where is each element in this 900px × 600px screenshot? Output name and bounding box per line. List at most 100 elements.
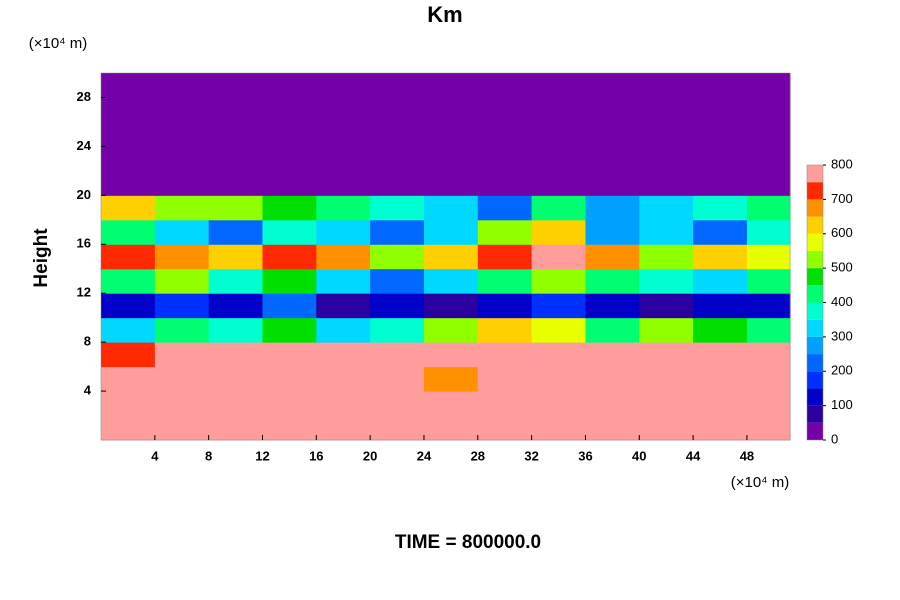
cell [639,73,694,98]
colorbar-tick-label: 600 [831,225,853,240]
cell [531,146,586,172]
cell [316,366,371,392]
cell [262,415,317,441]
cell [531,195,586,221]
cell [316,317,371,343]
cell [316,195,371,221]
cell [370,97,425,123]
cell [746,366,791,392]
cell [370,366,425,392]
colorbar-band [807,302,823,320]
cell [639,317,694,343]
cell [101,195,156,221]
cell [585,121,640,147]
cell [531,170,586,196]
x-tick-label: 20 [363,448,377,463]
y-tick-label: 16 [77,236,91,251]
cell [154,415,210,441]
cell [316,342,371,368]
colorbar-band [807,199,823,217]
cell [477,268,533,294]
x-tick-label: 24 [417,448,432,463]
y-tick-label: 4 [84,383,92,398]
cell [370,293,425,319]
cell [531,293,586,319]
cell [208,146,263,172]
cell [746,73,791,98]
cell [208,244,263,270]
cell [262,170,317,196]
cell [477,366,533,392]
cell [531,391,586,417]
cell [639,244,694,270]
cell [316,73,371,98]
colorbar-tick-label: 0 [831,431,838,446]
cell [639,97,694,123]
cell [101,73,156,98]
cell [639,366,694,392]
cell [316,415,371,441]
chart-title: Km [427,2,462,27]
cell [746,268,791,294]
cell [585,170,640,196]
cell [316,391,371,417]
cell [639,219,694,245]
cell [746,121,791,147]
cell [370,170,425,196]
cell [477,415,533,441]
cell [101,391,156,417]
cell [585,391,640,417]
cell [746,342,791,368]
cell [101,170,156,196]
cell [746,195,791,221]
cell [101,366,156,392]
cell [693,195,748,221]
cell [423,219,479,245]
colorbar-band [807,233,823,251]
colorbar-band [807,405,823,423]
cell [208,415,263,441]
cell [262,195,317,221]
colorbar-band [807,250,823,269]
cell [746,293,791,319]
colorbar-tick-label: 200 [831,363,853,378]
cell [370,244,425,270]
cell [101,146,156,172]
cell [316,244,371,270]
cell [693,293,748,319]
cell [693,342,748,368]
cell [531,73,586,98]
cell [208,195,263,221]
cell [101,268,156,294]
cell [639,415,694,441]
y-tick-label: 28 [77,89,91,104]
cell [370,121,425,147]
cell [531,342,586,368]
y-tick-label: 12 [77,285,91,300]
colorbar-band [807,319,823,337]
cell [262,342,317,368]
x-tick-label: 36 [578,448,592,463]
cell [316,97,371,123]
cell [101,97,156,123]
cell [423,342,479,368]
cell [477,73,533,98]
cell [531,244,586,270]
cell [639,391,694,417]
cell [585,268,640,294]
x-tick-label: 16 [309,448,323,463]
cell [370,317,425,343]
cell [693,170,748,196]
cell [370,391,425,417]
cell [477,97,533,123]
cell [585,366,640,392]
cell [693,268,748,294]
cell [639,146,694,172]
cell [423,366,479,392]
cell [477,146,533,172]
cell [423,97,479,123]
y-tick-label: 24 [77,138,92,153]
footer: TIME = 800000.0 [395,532,541,553]
cell [101,317,156,343]
x-tick-label: 8 [205,448,212,463]
